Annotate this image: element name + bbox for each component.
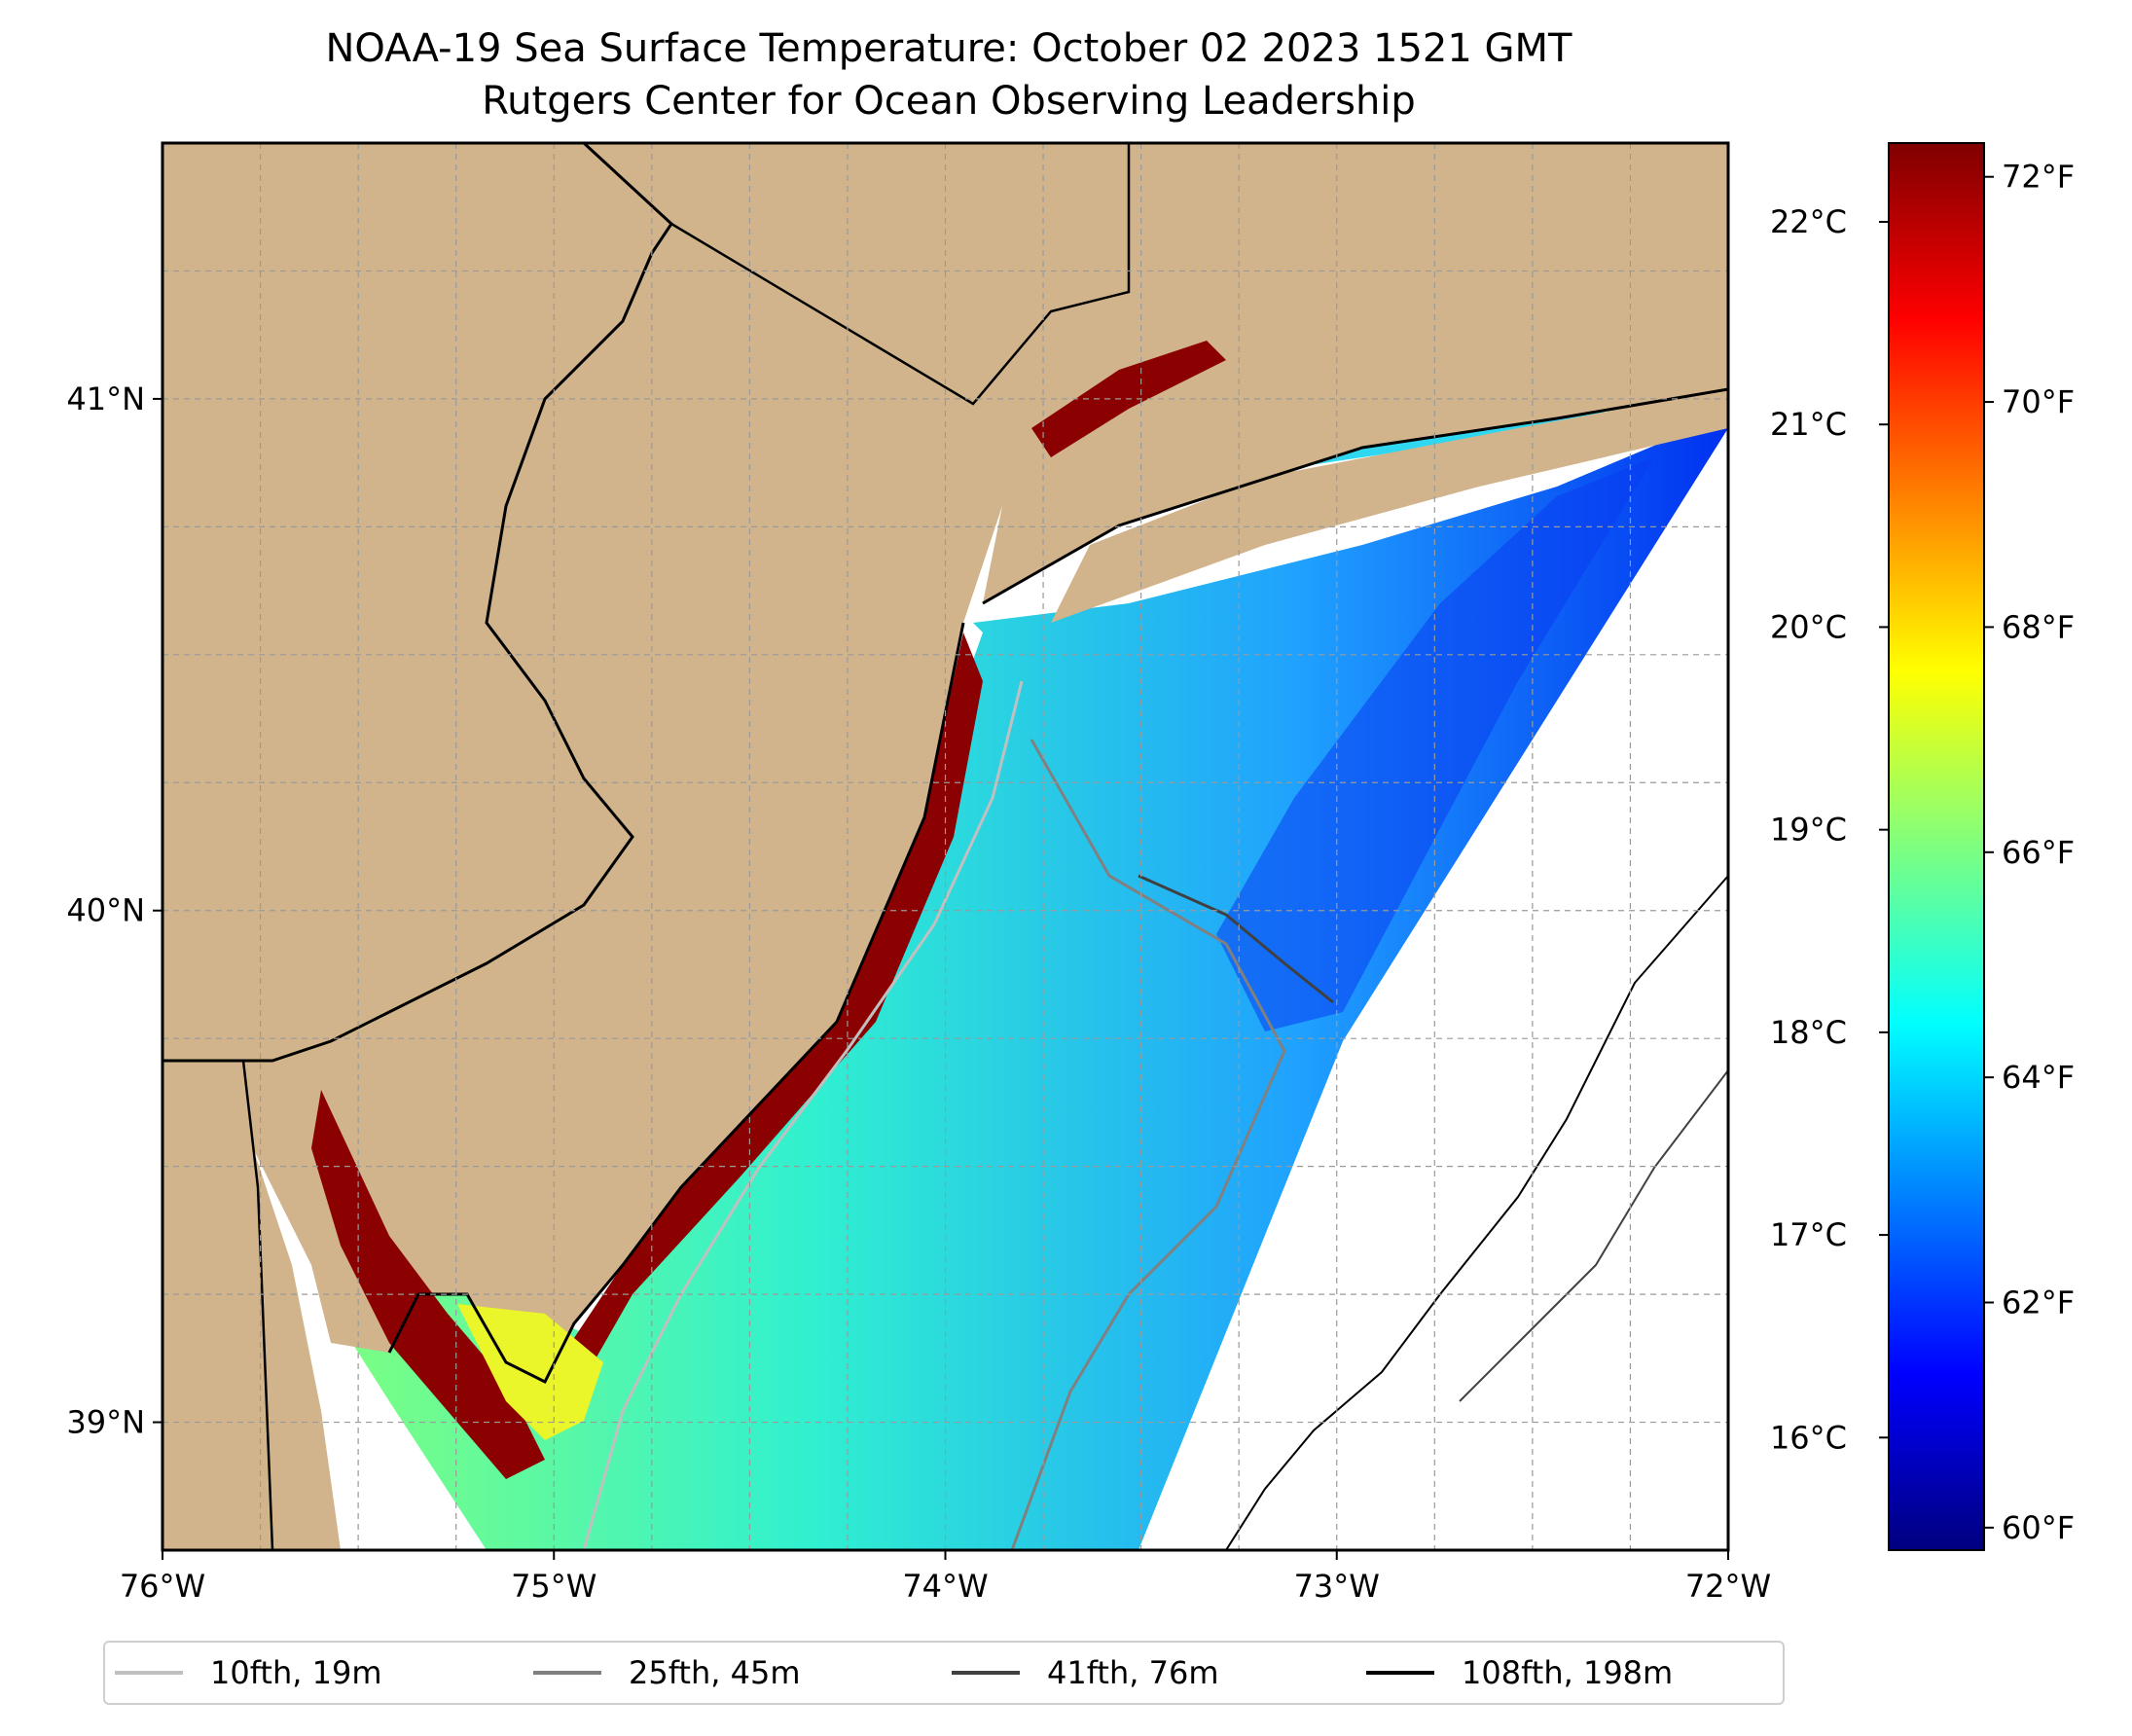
coastline-nj [387, 622, 965, 1385]
legend-swatch [952, 1671, 1020, 1675]
coastline-long-island [982, 387, 1728, 605]
lon-tick-label: 76°W [120, 1568, 205, 1605]
colorbar-ticks: 60°F 62°F 64°F 66°F 68°F 70°F 72°F 16°C 17°C 18°C… [1770, 159, 2075, 1546]
legend-label: 25fth, 45m [629, 1654, 801, 1691]
state-border-de-md [241, 1060, 274, 1550]
sst-delaware-bay-warm [311, 1090, 545, 1479]
lon-tick-label: 75°W [511, 1568, 596, 1605]
legend-label: 108fth, 198m [1462, 1654, 1674, 1691]
celsius-tick-label: 21°C [1770, 406, 1847, 443]
fahrenheit-tick-label: 62°F [2002, 1284, 2075, 1321]
legend-item: 108fth, 198m [1366, 1643, 1673, 1703]
fahrenheit-tick-label: 68°F [2002, 608, 2075, 645]
fahrenheit-tick-label: 70°F [2002, 383, 2075, 420]
celsius-tick-label: 17°C [1770, 1216, 1847, 1253]
celsius-tick-label: 18°C [1770, 1014, 1847, 1051]
lon-tick-label: 74°W [902, 1568, 988, 1605]
lon-tick-label: 73°W [1294, 1568, 1380, 1605]
celsius-tick-label: 20°C [1770, 608, 1847, 645]
legend-label: 41fth, 76m [1047, 1654, 1219, 1691]
legend-swatch [533, 1671, 601, 1675]
lat-tick-label: 41°N [66, 380, 145, 417]
lat-tick-label: 40°N [66, 892, 145, 929]
land-delaware [163, 1061, 341, 1550]
fahrenheit-tick-label: 72°F [2002, 159, 2075, 196]
land-long-island [983, 143, 1728, 603]
legend-swatch [115, 1671, 183, 1675]
fahrenheit-tick-label: 64°F [2002, 1059, 2075, 1096]
celsius-tick-label: 19°C [1770, 812, 1847, 849]
chart-title: NOAA-19 Sea Surface Temperature: October… [325, 26, 1572, 71]
isobath-198m-outer [1459, 1069, 1728, 1402]
map-ticks: 76°W 75°W 74°W 73°W 72°W 39°N 40°N 41°N [66, 380, 1771, 1605]
legend-label: 10fth, 19m [210, 1654, 382, 1691]
map-gridlines [163, 143, 1728, 1550]
state-border-nj-pa [163, 143, 673, 1063]
lon-tick-label: 72°W [1685, 1568, 1771, 1605]
isobath-76m [1138, 874, 1334, 1004]
celsius-tick-label: 16°C [1770, 1419, 1847, 1456]
land-long-island-south-fork [1051, 389, 1728, 623]
colorbar [1888, 142, 1985, 1551]
legend-item: 25fth, 45m [533, 1643, 800, 1703]
celsius-tick-label: 22°C [1770, 203, 1847, 240]
isobath-45m [1010, 739, 1286, 1550]
isobath-19m [582, 680, 1024, 1550]
fahrenheit-tick-label: 66°F [2002, 834, 2075, 871]
fahrenheit-tick-label: 60°F [2002, 1509, 2075, 1546]
sst-nearshore-warm [545, 633, 983, 1411]
state-border-nj-ny [670, 143, 1131, 406]
legend: 10fth, 19m 25fth, 45m 41fth, 76m 108fth, 19… [103, 1641, 1785, 1705]
legend-item: 41fth, 76m [952, 1643, 1218, 1703]
land-new-jersey [163, 143, 1129, 1382]
legend-swatch [1366, 1671, 1434, 1675]
lat-tick-label: 39°N [66, 1404, 145, 1441]
sst-swath-cold-core [1216, 457, 1654, 1031]
legend-item: 10fth, 19m [115, 1643, 381, 1703]
chart-subtitle: Rutgers Center for Ocean Observing Leade… [482, 79, 1416, 124]
